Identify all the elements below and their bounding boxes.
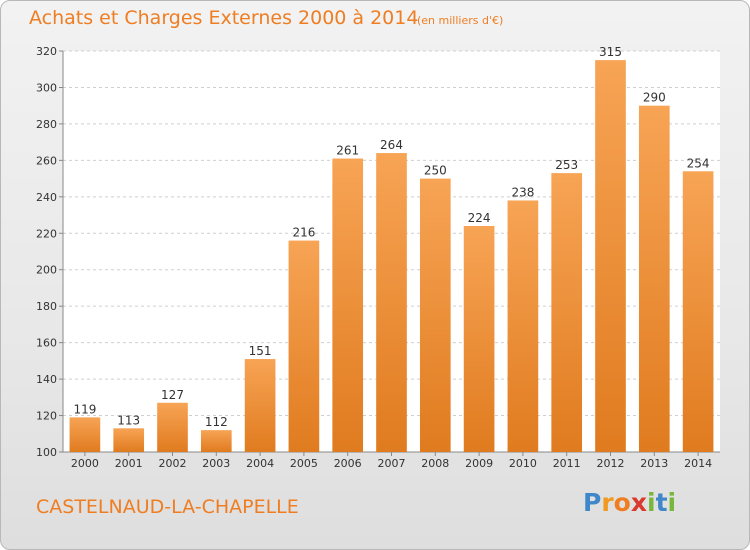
y-tick-label: 200 — [36, 264, 57, 277]
y-tick-label: 160 — [36, 337, 57, 350]
bar — [638, 105, 670, 452]
x-tick-label: 2009 — [465, 457, 493, 470]
bar — [463, 225, 495, 452]
bar — [113, 428, 145, 452]
bar — [419, 178, 451, 452]
data-label: 151 — [249, 344, 272, 358]
x-tick-label: 2013 — [640, 457, 668, 470]
x-tick-label: 2006 — [334, 457, 362, 470]
bar-chart: 100 120 140 160 180 200 220 240 260 280 300 320 119 2… — [36, 45, 720, 470]
bar — [69, 417, 101, 452]
x-tick-label: 2001 — [115, 457, 143, 470]
y-tick-label: 280 — [36, 118, 57, 131]
y-tick-label: 240 — [36, 191, 57, 204]
y-tick-label: 220 — [36, 227, 57, 240]
x-tick-label: 2002 — [159, 457, 187, 470]
logo-letter: P — [583, 488, 602, 517]
logo-letter: i — [667, 488, 677, 517]
chart-title: Achats et Charges Externes 2000 à 2014 — [29, 7, 419, 29]
x-tick-label: 2005 — [290, 457, 318, 470]
bar — [595, 60, 626, 452]
data-label: 261 — [336, 144, 359, 158]
x-tick-label: 2011 — [553, 457, 581, 470]
logo-letter: x — [630, 488, 647, 517]
data-label: 253 — [555, 158, 578, 172]
y-tick-label: 100 — [36, 446, 57, 459]
bar — [200, 430, 232, 452]
data-label: 113 — [117, 413, 140, 427]
x-tick-label: 2012 — [597, 457, 625, 470]
y-tick-label: 260 — [36, 154, 57, 167]
data-label: 224 — [468, 211, 491, 225]
y-tick-label: 320 — [36, 45, 57, 58]
logo-letter: o — [613, 488, 631, 517]
y-tick-label: 180 — [36, 300, 57, 313]
logo-letter: t — [655, 488, 668, 517]
bar — [376, 153, 407, 452]
bar — [244, 359, 276, 452]
data-label: 254 — [687, 156, 710, 170]
x-tick-label: 2003 — [202, 457, 230, 470]
chart-subtitle: (en milliers d'€) — [417, 14, 504, 27]
data-label: 315 — [599, 45, 622, 59]
data-label: 127 — [161, 388, 184, 402]
data-label: 264 — [380, 138, 403, 152]
bar — [332, 158, 364, 453]
bar — [682, 171, 714, 453]
bar — [507, 200, 539, 452]
bar — [288, 240, 320, 452]
logo-letter: r — [601, 488, 614, 517]
data-label: 112 — [205, 415, 228, 429]
x-tick-label: 2007 — [378, 457, 406, 470]
data-label: 250 — [424, 164, 447, 178]
x-tick-label: 2008 — [421, 457, 449, 470]
bar — [157, 402, 188, 452]
data-label: 290 — [643, 91, 666, 105]
proxiti-logo: Proxiti — [583, 488, 676, 517]
data-label: 216 — [292, 226, 315, 240]
data-label: 119 — [73, 402, 96, 416]
y-tick-label: 140 — [36, 373, 57, 386]
y-tick-label: 300 — [36, 81, 57, 94]
commune-name: CASTELNAUD-LA-CHAPELLE — [36, 496, 299, 518]
y-tick-label: 120 — [36, 410, 57, 423]
x-tick-label: 2004 — [246, 457, 274, 470]
x-tick-label: 2014 — [684, 457, 712, 470]
x-tick-label: 2000 — [71, 457, 99, 470]
x-tick-label: 2010 — [509, 457, 537, 470]
bar — [551, 173, 583, 452]
data-label: 238 — [511, 185, 534, 199]
logo-letter: i — [647, 488, 656, 517]
